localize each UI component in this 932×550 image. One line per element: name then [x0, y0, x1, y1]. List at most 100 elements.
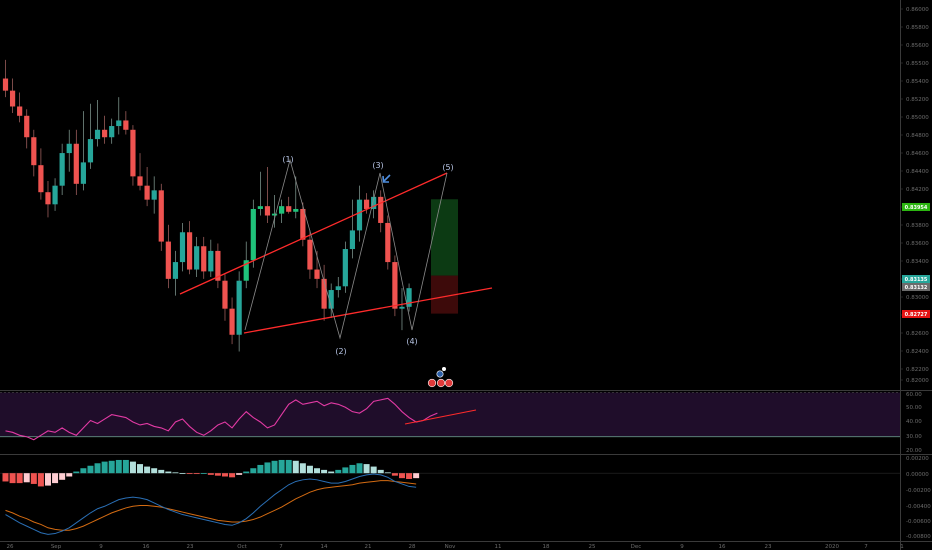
wave-label-3: (3) [372, 161, 383, 170]
macd-histogram-bar [137, 464, 144, 474]
candle-body [307, 239, 313, 270]
macd-histogram-bar [73, 471, 80, 474]
time-tick-label: Nov [445, 544, 456, 550]
event-icons-group [427, 367, 454, 388]
price-tick-label: 0.84200 [906, 187, 929, 193]
macd-histogram-bar [278, 459, 285, 474]
candle-body [385, 222, 391, 263]
macd-histogram-bar [122, 459, 129, 474]
macd-histogram-bar [172, 472, 179, 474]
time-tick-label: 25 [589, 544, 596, 550]
macd-histogram-bar [413, 473, 420, 479]
time-tick-label: 26 [7, 544, 14, 550]
macd-histogram-bar [221, 473, 228, 477]
time-tick-label: 16 [143, 544, 150, 550]
price-tick-label: 0.85000 [906, 115, 929, 121]
time-tick-label: 9 [99, 544, 103, 550]
time-tick-label: 2020 [825, 544, 839, 550]
macd-histogram-bar [165, 471, 172, 474]
time-tick-label: Sep [51, 544, 62, 550]
candle-body [17, 106, 23, 116]
price-tick-label: 0.83600 [906, 241, 929, 247]
macd-line [5, 473, 417, 535]
elliott-wave: (1) (2) (3) (4) (5) [244, 155, 454, 356]
candle-body [328, 290, 334, 309]
candle-body [94, 129, 101, 140]
macd-histogram-bar [151, 468, 158, 474]
candle-body [172, 262, 179, 279]
macd-histogram-bar [87, 465, 94, 474]
macd-histogram-bar [101, 461, 108, 474]
macd-histogram-bar [250, 468, 257, 474]
price-tick-label: 0.85600 [906, 43, 929, 49]
time-tick-label: 1 [900, 544, 904, 550]
macd-histogram-bar [37, 473, 44, 487]
candle-body [52, 185, 58, 205]
price-tick-label: 0.85500 [906, 61, 929, 67]
macd-histogram-bar [356, 463, 363, 474]
candle-body [286, 206, 292, 212]
macd-histogram-bar [328, 471, 335, 474]
candle-body [356, 199, 363, 231]
macd-histogram-bar [2, 473, 9, 482]
macd-histogram-bar [271, 460, 278, 474]
candle-body [399, 306, 405, 309]
candle-body [229, 308, 235, 335]
candle-body [137, 176, 143, 186]
time-tick-label: 23 [765, 544, 772, 550]
rsi-tick-label: 50.00 [906, 405, 922, 411]
earnings-event-icon [444, 378, 454, 388]
price-tag-label: 0.82727 [905, 312, 928, 318]
wave-label-4: (4) [406, 337, 417, 346]
rsi-line [5, 397, 438, 441]
macd-histogram-bar [179, 473, 186, 474]
price-tick-label: 0.85200 [906, 97, 929, 103]
time-tick-label: 9 [680, 544, 684, 550]
candle-body [378, 196, 384, 223]
candle-body [342, 249, 348, 287]
price-tick-label: 0.84600 [906, 151, 929, 157]
price-tag-target [902, 203, 930, 211]
price-tick-label: 0.85400 [906, 79, 929, 85]
macd-histogram-bar [349, 464, 356, 474]
price-tick-label: 0.83400 [906, 259, 929, 265]
macd-histogram-bar [30, 473, 37, 484]
macd-histogram-bar [406, 473, 413, 479]
macd-histogram-bar [306, 465, 313, 474]
macd-tick-label: 0.00000 [906, 472, 929, 478]
macd-histogram-bar [370, 466, 377, 474]
rsi-trendline [404, 409, 477, 425]
candle-body [109, 126, 115, 138]
macd-histogram-bar [200, 473, 207, 474]
news-badge-icon [442, 367, 446, 371]
candle-body [371, 196, 377, 209]
macd-histogram-bar [214, 473, 221, 476]
macd-histogram-bar [80, 468, 87, 474]
price-tag-label: 0.83132 [905, 285, 928, 291]
macd-histogram-bar [52, 473, 59, 484]
macd-histogram-bar [207, 473, 214, 475]
macd-histogram-bar [363, 464, 370, 474]
price-tick-label: 0.82400 [906, 349, 929, 355]
macd-histogram-bar [391, 473, 398, 476]
rsi-tick-label: 20.00 [906, 448, 922, 454]
macd-signal-line [5, 480, 417, 531]
earnings-event-icon [427, 378, 437, 388]
candle-body [123, 120, 129, 130]
rsi-tick-label: 30.00 [906, 434, 922, 440]
time-tick-label: 7 [279, 544, 283, 550]
time-tick-label: Dec [631, 544, 642, 550]
macd-panel [0, 459, 900, 535]
candle-body [38, 165, 44, 193]
price-tick-label: 0.82200 [906, 367, 929, 373]
candle-body [24, 115, 30, 138]
macd-tick-label: 0.00200 [906, 456, 929, 462]
candle-body [130, 129, 136, 177]
arrow-marker [382, 174, 391, 183]
rsi-panel [0, 392, 900, 441]
wave-label-5: (5) [442, 163, 453, 172]
macd-histogram-bar [314, 468, 321, 474]
macd-histogram-bar [144, 466, 151, 474]
lower-trendline [243, 287, 493, 334]
